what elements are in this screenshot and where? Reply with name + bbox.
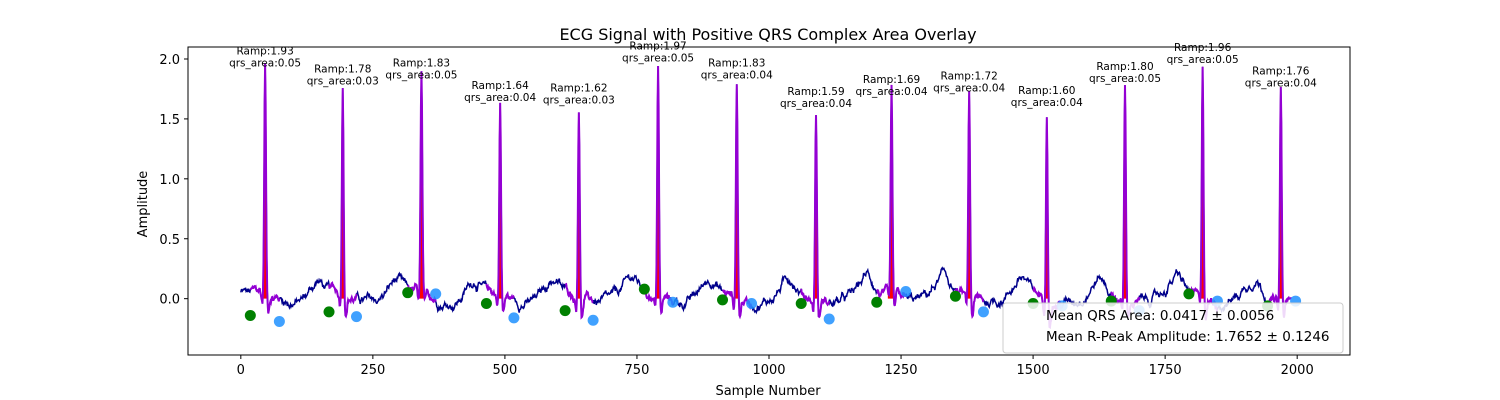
qrs-area-label: qrs_area:0.04 (464, 92, 536, 104)
q-point-marker-3 (402, 287, 414, 299)
s-point-marker-2 (350, 311, 362, 323)
r-amplitude-label: Ramp:1.83 (393, 57, 450, 69)
r-amplitude-label: Ramp:1.80 (1096, 61, 1153, 73)
qrs-area-label: qrs_area:0.03 (307, 75, 379, 87)
qrs-segment-9 (875, 84, 907, 307)
legend-box (1002, 302, 1344, 354)
qrs-segment-3 (407, 71, 437, 304)
qrs-segment-8 (800, 115, 831, 319)
q-point-marker-10 (949, 290, 961, 302)
r-amplitude-label: Ramp:1.64 (471, 80, 529, 92)
s-point-marker-1 (273, 315, 285, 327)
s-point-marker-10 (977, 306, 989, 318)
y-tick-label: 0.5 (159, 233, 180, 248)
s-point-marker-9 (900, 285, 912, 297)
x-tick-label: 1750 (1149, 363, 1182, 378)
qrs-segment-10 (954, 91, 985, 320)
qrs-segment-14 (1267, 87, 1292, 318)
y-tick-label: 1.0 (159, 173, 180, 188)
r-amplitude-label: Ramp:1.93 (236, 45, 293, 57)
qrs-segment-7 (722, 84, 753, 320)
qrs-area-label: qrs_area:0.04 (1245, 78, 1317, 90)
qrs-area-label: qrs_area:0.04 (701, 69, 773, 81)
s-point-marker-4 (508, 312, 520, 324)
r-amplitude-label: Ramp:1.60 (1018, 85, 1075, 97)
s-point-marker-3 (430, 288, 442, 300)
s-point-marker-5 (587, 314, 599, 326)
qrs-area-label: qrs_area:0.03 (543, 95, 615, 107)
qrs-area-label: qrs_area:0.04 (1011, 97, 1083, 109)
x-tick-label: 0 (237, 363, 245, 378)
q-point-marker-8 (795, 297, 807, 309)
qrs-segment-11 (1032, 117, 1063, 330)
qrs-segment-5 (564, 112, 594, 320)
y-tick-label: 2.0 (159, 53, 180, 68)
legend-entry-qrs-area: Mean QRS Area: 0.0417 ± 0.0056 (1046, 308, 1274, 324)
qrs-segment-1 (249, 63, 281, 314)
x-axis-label: Sample Number (715, 384, 821, 399)
r-amplitude-label: Ramp:1.76 (1252, 66, 1310, 78)
x-tick-label: 250 (360, 363, 385, 378)
q-point-marker-9 (871, 296, 883, 308)
qrs-segment-4 (485, 102, 515, 313)
qrs-area-label: qrs_area:0.04 (780, 98, 852, 110)
x-tick-label: 1000 (752, 363, 785, 378)
x-tick-label: 2000 (1281, 363, 1314, 378)
x-tick-label: 1500 (1017, 363, 1050, 378)
y-axis-label: Amplitude (136, 171, 151, 238)
ecg-signal-line (240, 63, 1292, 329)
q-point-marker-1 (244, 309, 256, 321)
r-amplitude-label: Ramp:1.96 (1174, 42, 1232, 54)
x-tick-label: 1250 (884, 363, 917, 378)
q-point-marker-5 (559, 305, 571, 317)
legend: Mean QRS Area: 0.0417 ± 0.0056 Mean R-Pe… (1002, 302, 1344, 354)
q-point-marker-7 (717, 294, 729, 306)
qrs-area-label: qrs_area:0.04 (933, 83, 1005, 95)
qrs-area-label: qrs_area:0.05 (385, 69, 457, 81)
y-tick-label: 1.5 (159, 113, 180, 128)
q-point-marker-4 (480, 297, 492, 309)
s-point-marker-8 (823, 313, 835, 325)
qrs-area-label: qrs_area:0.05 (229, 57, 301, 69)
qrs-segment-2 (328, 88, 358, 319)
axes: 0 250 500 750 1000 1250 1500 1750 2000 0.0 0.5 1.0 1… (159, 46, 1351, 378)
qrs-area-label: qrs_area:0.05 (622, 53, 694, 65)
q-point-marker-2 (323, 306, 335, 318)
r-amplitude-label: Ramp:1.59 (787, 86, 844, 98)
q-point-marker-6 (638, 283, 650, 295)
chart-title: ECG Signal with Positive QRS Complex Are… (559, 25, 976, 44)
r-amplitude-label: Ramp:1.83 (708, 57, 765, 69)
qrs-area-label: qrs_area:0.05 (1089, 73, 1161, 85)
qrs-segment-6 (643, 66, 674, 316)
x-tick-label: 500 (492, 363, 517, 378)
r-amplitude-label: Ramp:1.69 (863, 74, 920, 86)
s-point-marker-7 (746, 297, 758, 309)
qrs-area-label: qrs_area:0.05 (1167, 54, 1239, 66)
r-amplitude-label: Ramp:1.78 (314, 63, 371, 75)
q-point-marker-13 (1183, 288, 1195, 300)
x-tick-label: 750 (625, 363, 650, 378)
y-tick-label: 0.0 (159, 293, 180, 308)
legend-entry-r-peak: Mean R-Peak Amplitude: 1.7652 ± 0.1246 (1046, 329, 1330, 345)
r-amplitude-label: Ramp:1.62 (550, 83, 607, 95)
qrs-area-label: qrs_area:0.04 (856, 86, 928, 98)
r-amplitude-label: Ramp:1.72 (941, 71, 998, 83)
s-point-marker-6 (667, 296, 679, 308)
